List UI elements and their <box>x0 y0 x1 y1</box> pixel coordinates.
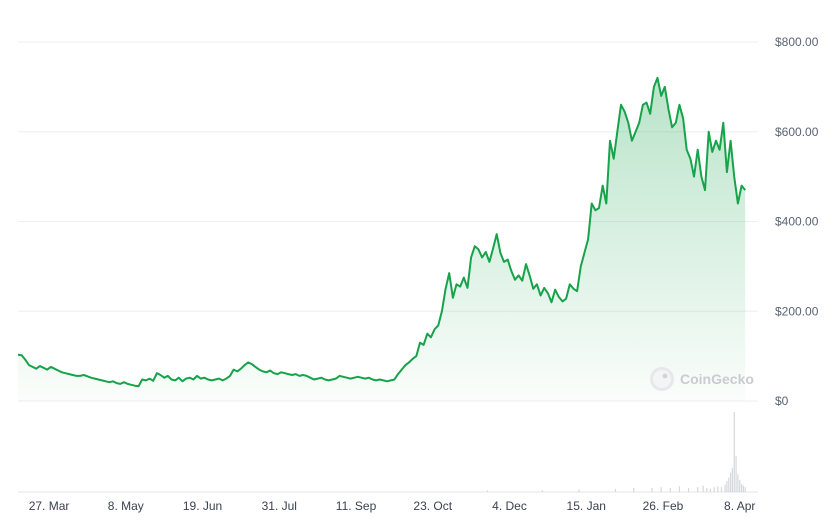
volume-bar <box>702 485 704 492</box>
volume-bar <box>737 474 739 492</box>
y-tick-label: $600.00 <box>775 125 819 139</box>
volume-bar <box>578 489 580 492</box>
y-tick-label: $400.00 <box>775 215 819 229</box>
x-tick-label: 19. Jun <box>183 499 222 513</box>
price-area <box>18 77 746 402</box>
volume-bar <box>733 412 735 492</box>
volume-bar <box>678 486 681 492</box>
volume-bars <box>486 412 746 492</box>
x-tick-label: 15. Jan <box>567 499 606 513</box>
volume-bar <box>726 480 728 492</box>
volume-bar <box>614 488 617 492</box>
volume-bar <box>720 487 723 492</box>
volume-bar <box>687 488 690 492</box>
volume-bar <box>735 456 737 492</box>
volume-bar <box>669 488 671 492</box>
volume-bar <box>706 488 708 492</box>
volume-bar <box>633 488 635 492</box>
volume-bar <box>713 487 715 492</box>
x-tick-label: 8. Apr <box>724 499 755 513</box>
volume-bar <box>744 487 746 492</box>
volume-bar <box>742 485 744 492</box>
volume-bar <box>739 480 741 492</box>
price-line <box>17 76 746 388</box>
x-tick-label: 4. Dec <box>492 499 527 513</box>
volume-bar <box>729 472 732 492</box>
watermark-text: CoinGecko <box>680 371 754 387</box>
x-axis: 27. Mar 8. May 19. Jun 31. Jul 11. Sep 23. Oc… <box>29 499 756 513</box>
volume-bar <box>724 484 726 492</box>
gecko-logo-icon <box>650 367 674 391</box>
volume-bar <box>697 487 699 492</box>
x-tick-label: 27. Mar <box>29 499 70 513</box>
volume-bar <box>651 488 653 492</box>
y-tick-label: $800.00 <box>775 35 819 49</box>
y-tick-label: $200.00 <box>775 304 819 318</box>
x-tick-label: 31. Jul <box>262 499 297 513</box>
volume-bar <box>731 468 734 492</box>
x-tick-label: 8. May <box>108 499 144 513</box>
coingecko-watermark: CoinGecko <box>650 367 754 391</box>
volume-bar <box>541 490 543 492</box>
y-axis: $0 $200.00 $400.00 $600.00 $800.00 <box>775 35 819 408</box>
y-tick-label: $0 <box>775 394 789 408</box>
volume-bar <box>728 477 730 492</box>
x-tick-label: 26. Feb <box>643 499 684 513</box>
volume-bar <box>660 487 662 492</box>
x-tick-label: 11. Sep <box>336 499 377 513</box>
volume-bar <box>717 486 719 492</box>
x-tick-label: 23. Oct <box>413 499 452 513</box>
volume-bar <box>709 488 712 492</box>
volume-bar <box>740 484 743 492</box>
volume-bar <box>486 490 489 492</box>
